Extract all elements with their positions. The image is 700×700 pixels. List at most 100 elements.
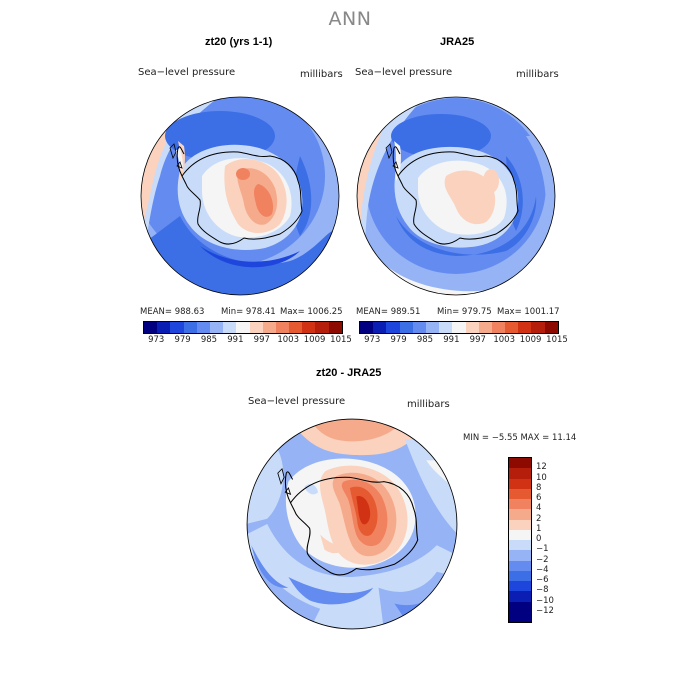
panel3-map [246,418,458,630]
colorbar-level-label: 12 [536,462,547,473]
panel1-field-label: Sea−level pressure [138,67,236,78]
panel2-field-label: Sea−level pressure [355,67,453,78]
panel1-title: zt20 (yrs 1-1) [205,36,273,48]
colorbar-swatch [509,509,531,520]
colorbar-swatch [157,322,171,333]
colorbar-level-label: 10 [536,472,547,483]
colorbar-swatch [544,322,558,333]
colorbar-swatch [386,322,400,333]
colorbar-level-label: −4 [536,564,549,575]
colorbar-tick-label: 997 [253,335,270,345]
colorbar-swatch [328,322,342,333]
panel1-map [140,96,340,296]
colorbar-tick-label: 985 [200,335,218,345]
panel2-title: JRA25 [440,36,475,48]
panel2-units-label: millibars [516,69,559,80]
colorbar-swatch [509,499,531,510]
colorbar-tick-label: 1003 [493,335,516,345]
colorbar-swatch [509,581,531,592]
colorbar-tick-label: 991 [443,335,460,345]
colorbar-swatch [373,322,387,333]
colorbar-swatch [505,322,519,333]
colorbar-level-label: −1 [536,544,549,555]
colorbar-swatch [399,322,413,333]
colorbar-swatch [302,322,316,333]
colorbar-tick-label: 997 [469,335,486,345]
colorbar-swatch [531,322,545,333]
colorbar-level-label: 4 [536,503,542,514]
colorbar-swatch [275,322,290,333]
colorbar-swatch [509,550,531,561]
colorbar-swatch [509,488,531,499]
colorbar-swatch [360,322,374,333]
colorbar-swatch [249,322,263,333]
colorbar-tick-label: 973 [364,335,381,345]
colorbar-swatch [452,322,466,333]
colorbar-tick-label: 1009 [519,335,542,345]
panel1-max: Max= 1006.25 [280,307,343,317]
colorbar-level-label: 0 [536,534,542,544]
colorbar-swatch [509,529,531,540]
panel3-title: zt20 - JRA25 [316,367,382,379]
panel1-colorbar [143,321,343,334]
colorbar-swatch [509,611,531,622]
colorbar-swatch [509,560,531,571]
panel1-min: Min= 978.41 [221,307,276,317]
colorbar-swatch [491,322,506,333]
panel3-colorbar-labels: 12 10 8 6 4 2 1 0 −1 −2 −4 −6 −8 −10 −12 [536,457,576,621]
colorbar-tick-label: 985 [416,335,434,345]
colorbar-swatch [144,322,158,333]
colorbar-level-label: −8 [536,585,549,596]
colorbar-tick-label: 991 [227,335,244,345]
colorbar-level-label: −2 [536,554,549,565]
colorbar-level-label: 8 [536,482,542,493]
panel2-colorbar [359,321,559,334]
colorbar-swatch [509,591,531,602]
colorbar-level-label: 6 [536,493,542,503]
colorbar-tick-label: 979 [174,335,191,345]
colorbar-tick-label: 1015 [330,335,352,345]
colorbar-swatch [509,570,531,581]
colorbar-tick-label: 979 [390,335,407,345]
colorbar-swatch [209,322,224,333]
panel2-mean: MEAN= 989.51 [356,307,421,317]
colorbar-level-label: 2 [536,513,542,524]
colorbar-swatch [478,322,492,333]
colorbar-swatch [183,322,197,333]
colorbar-swatch [509,540,531,551]
panel3-colorbar [508,457,532,623]
colorbar-swatch [236,322,250,333]
panel2-map [356,96,556,296]
colorbar-level-label: −10 [536,595,554,606]
colorbar-swatch [509,468,531,479]
colorbar-tick-label: 1003 [277,335,300,345]
panel3-field-label: Sea−level pressure [248,396,346,407]
colorbar-swatch [509,478,531,489]
colorbar-level-label: −12 [536,605,554,616]
colorbar-swatch [439,322,453,333]
colorbar-swatch [425,322,440,333]
colorbar-swatch [509,519,531,530]
panel2-min: Min= 979.75 [437,307,492,317]
panel3-minmax: MIN = −5.55 MAX = 11.14 [463,433,577,443]
panel1-mean: MEAN= 988.63 [140,307,205,317]
colorbar-swatch [509,601,531,612]
figure-title: ANN [328,8,372,30]
colorbar-level-label: 1 [536,523,542,534]
colorbar-swatch [289,322,303,333]
colorbar-tick-label: 1009 [303,335,326,345]
panel2-max: Max= 1001.17 [497,307,560,317]
colorbar-swatch [315,322,329,333]
colorbar-swatch [196,322,210,333]
colorbar-tick-label: 973 [148,335,165,345]
colorbar-level-label: −6 [536,575,549,585]
colorbar-swatch [170,322,184,333]
colorbar-swatch [223,322,237,333]
colorbar-swatch [465,322,479,333]
colorbar-tick-label: 1015 [546,335,568,345]
panel1-units-label: millibars [300,69,343,80]
colorbar-swatch [412,322,426,333]
colorbar-swatch [518,322,532,333]
panel1-colorbar-ticks: 973 979 985 991 997 1003 1009 1015 [143,335,352,347]
colorbar-swatch [262,322,276,333]
